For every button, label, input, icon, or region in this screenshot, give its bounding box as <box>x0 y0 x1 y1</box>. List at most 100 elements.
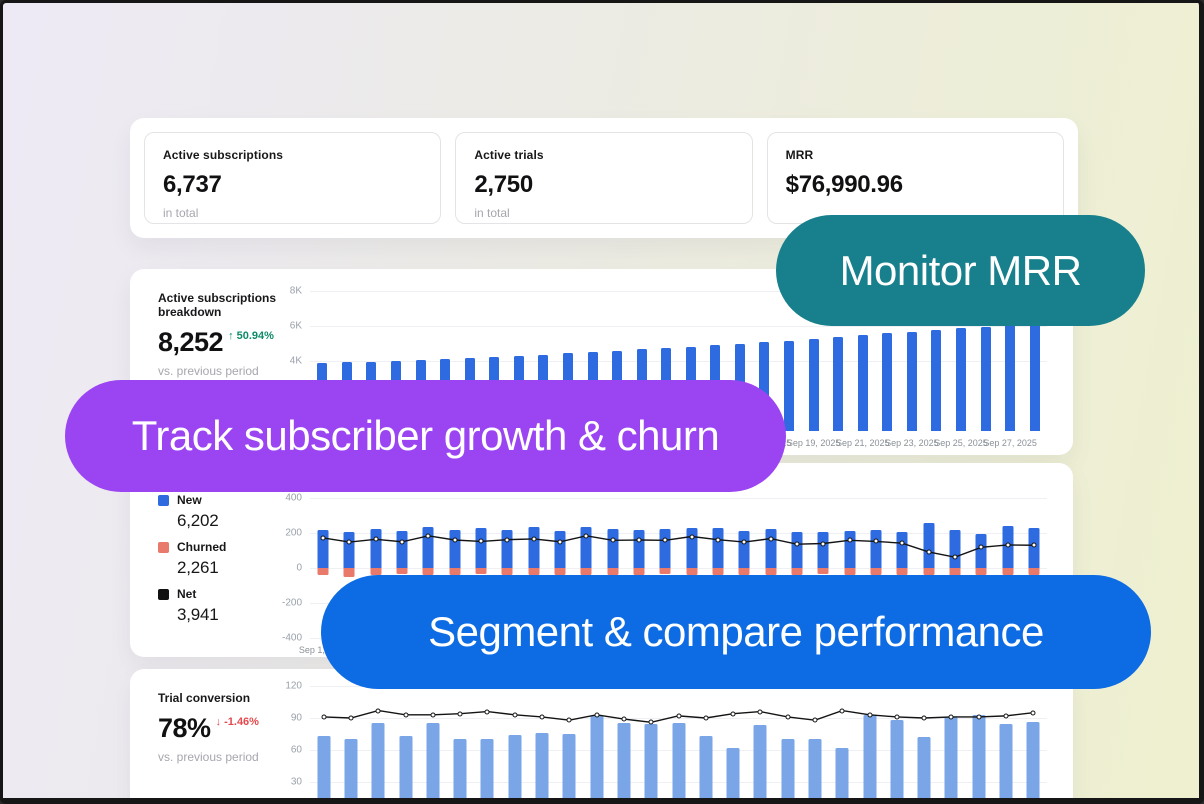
callout-pill-segment-compare: Segment & compare performance <box>321 575 1151 689</box>
bar <box>480 739 494 798</box>
stat-card-mrr: MRR $76,990.96 <box>766 132 1064 224</box>
line-marker <box>978 544 984 550</box>
line-marker <box>583 533 589 539</box>
legend-label: Net <box>177 587 197 601</box>
bar <box>817 568 829 575</box>
bar <box>475 528 487 568</box>
line-marker <box>531 536 537 542</box>
bar <box>580 568 592 576</box>
bar <box>882 333 893 431</box>
bar <box>317 736 331 798</box>
line-marker <box>399 539 405 545</box>
y-axis-tick-label: 4K <box>289 355 302 367</box>
line-marker <box>1005 542 1011 548</box>
bar <box>808 739 822 798</box>
bar <box>791 568 803 575</box>
line-marker <box>321 714 327 720</box>
x-axis-tick-label: Sep 25, 2025 <box>934 438 988 448</box>
trial-conversion-card: Trial conversion 78% ↓ -1.46% vs. previo… <box>130 669 1073 798</box>
line-marker <box>839 708 845 714</box>
bar <box>1005 325 1016 431</box>
line-marker <box>320 535 326 541</box>
line-marker <box>730 711 736 717</box>
line-marker <box>636 537 642 543</box>
bar <box>759 342 770 431</box>
bar <box>833 337 844 431</box>
y-axis-tick-label: 6K <box>289 320 302 332</box>
line-marker <box>557 539 563 545</box>
bar <box>475 568 487 575</box>
line-marker <box>425 533 431 539</box>
bar <box>781 739 795 798</box>
legend-swatch-churned <box>158 541 169 553</box>
stat-label: MRR <box>785 148 814 162</box>
gridline <box>310 568 1047 569</box>
bar <box>686 568 698 575</box>
line-marker <box>757 709 763 715</box>
bar <box>835 747 849 798</box>
line-marker <box>689 534 695 539</box>
bar <box>672 723 685 798</box>
line-marker <box>539 714 545 720</box>
line-marker <box>512 712 518 718</box>
bar <box>870 529 882 568</box>
legend-swatch-new <box>158 494 169 506</box>
line-marker <box>648 719 654 725</box>
bar <box>508 735 522 798</box>
bar <box>972 714 986 798</box>
line-marker <box>867 712 873 718</box>
bar <box>607 568 619 575</box>
breakdown-summary-panel: Active subscriptions breakdown 8,252 ↑ 5… <box>158 291 308 378</box>
stat-sublabel: in total <box>163 206 199 220</box>
line-marker <box>948 714 954 720</box>
bar <box>844 530 856 568</box>
bar <box>712 568 724 575</box>
metric-sublabel: vs. previous period <box>158 364 259 378</box>
line-marker <box>741 539 747 545</box>
bar <box>590 715 604 798</box>
trend-line <box>310 498 1047 638</box>
bar <box>890 720 904 798</box>
trial-summary-panel: Trial conversion 78% ↓ -1.46% vs. previo… <box>158 691 308 764</box>
bar <box>980 326 991 431</box>
line-marker <box>373 536 379 542</box>
bar <box>1028 568 1040 575</box>
bar <box>923 522 935 568</box>
bar <box>1029 324 1040 431</box>
y-axis-tick-label: 30 <box>290 776 302 788</box>
bar <box>1026 722 1040 798</box>
bar <box>923 568 935 575</box>
line-marker <box>812 717 818 723</box>
bar <box>917 737 931 798</box>
line-marker <box>662 537 668 543</box>
line-marker <box>1031 542 1037 548</box>
bar <box>738 530 750 568</box>
stat-card-active-subscriptions: Active subscriptions 6,737 in total <box>144 132 442 224</box>
bar <box>370 568 382 575</box>
line-marker <box>610 537 616 543</box>
y-axis-tick-label: 0 <box>296 562 302 574</box>
line-marker <box>952 554 958 560</box>
callout-pill-monitor-mrr: Monitor MRR <box>776 215 1145 326</box>
line-marker <box>794 541 800 547</box>
stats-summary-card: Active subscriptions 6,737 in total Acti… <box>130 118 1078 238</box>
line-marker <box>457 711 463 717</box>
bar <box>863 714 877 798</box>
line-marker <box>847 537 853 543</box>
line-marker <box>1003 713 1009 719</box>
bar <box>396 568 408 574</box>
line-marker <box>894 714 900 720</box>
bar <box>944 716 958 798</box>
bar <box>808 338 819 431</box>
card-title: Trial conversion <box>158 691 251 705</box>
legend-label: Churned <box>177 540 227 554</box>
gridline <box>310 361 1047 362</box>
bar <box>554 531 566 568</box>
gridline <box>310 533 1047 534</box>
bar <box>501 529 513 568</box>
bar <box>501 568 513 575</box>
bar <box>644 724 658 798</box>
bar <box>371 723 385 798</box>
bar <box>580 526 592 568</box>
growth-legend: New 6,202 Churned 2,261 Net 3,941 <box>158 493 226 625</box>
